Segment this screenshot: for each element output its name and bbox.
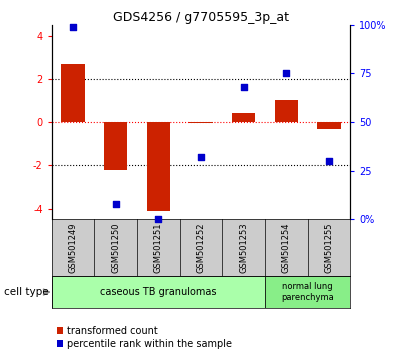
Text: cell type: cell type [4, 287, 49, 297]
Text: normal lung
parenchyma: normal lung parenchyma [281, 282, 334, 302]
Bar [146, 122, 170, 211]
Text: GSM501252: GSM501252 [197, 223, 205, 273]
Point [198, 154, 204, 160]
Text: GSM501255: GSM501255 [324, 223, 334, 273]
Text: GSM501254: GSM501254 [282, 223, 291, 273]
Point [113, 201, 119, 207]
Point [240, 84, 247, 90]
Bar [275, 101, 298, 122]
Legend: transformed count, percentile rank within the sample: transformed count, percentile rank withi… [57, 326, 232, 349]
Bar [104, 122, 127, 170]
Point [283, 70, 289, 76]
Bar [265, 276, 350, 308]
Bar [189, 122, 213, 123]
Bar [232, 114, 256, 122]
Point [155, 217, 162, 222]
Text: GSM501251: GSM501251 [154, 223, 163, 273]
Text: GSM501253: GSM501253 [239, 222, 248, 273]
Point [326, 158, 332, 164]
Text: GSM501250: GSM501250 [111, 223, 120, 273]
Bar [52, 276, 265, 308]
Title: GDS4256 / g7705595_3p_at: GDS4256 / g7705595_3p_at [113, 11, 289, 24]
Bar [61, 64, 85, 122]
Text: caseous TB granulomas: caseous TB granulomas [100, 287, 217, 297]
Text: GSM501249: GSM501249 [68, 223, 78, 273]
Point [70, 24, 76, 29]
Bar [317, 122, 341, 129]
